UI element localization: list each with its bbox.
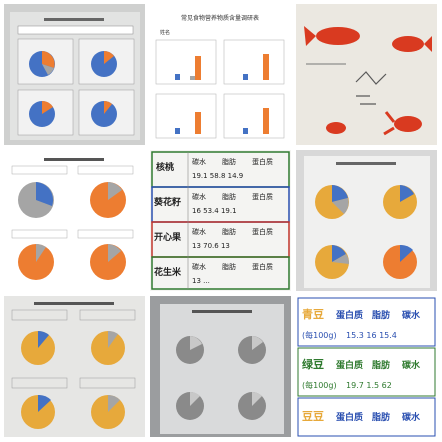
r2-unit: (每100g) bbox=[302, 380, 337, 390]
pie-4 bbox=[91, 101, 117, 127]
row4-vals: 13 ... bbox=[192, 277, 210, 285]
pie-mixed-4 bbox=[383, 244, 417, 279]
pie-orange-2 bbox=[18, 243, 54, 280]
photo-tile-9: 青豆 蛋白质 脂肪 碳水 (每100g) 15.3 16 15.4 绿豆 蛋白质… bbox=[296, 296, 437, 437]
sheet-header: 常见食物营养物质含量调研表 bbox=[181, 14, 259, 22]
pie-gold-2 bbox=[91, 330, 125, 365]
r3-c: 碳水 bbox=[402, 411, 421, 423]
pie-gold-4 bbox=[91, 395, 125, 429]
survey-sheet-pies-mixed bbox=[296, 150, 437, 291]
photo-tile-1 bbox=[4, 4, 145, 145]
r3-a: 蛋白质 bbox=[336, 411, 363, 423]
row4-name: 花生米 bbox=[154, 266, 182, 278]
pie-1 bbox=[29, 51, 55, 77]
row2-name: 葵花籽 bbox=[153, 196, 181, 208]
row3-name: 开心果 bbox=[154, 232, 182, 243]
drawing-red-fish bbox=[296, 4, 437, 145]
pie-mixed-1 bbox=[315, 185, 349, 219]
pie-gold-1 bbox=[21, 330, 55, 365]
row1-b: 脂肪 bbox=[222, 157, 236, 166]
row1-vals: 19.1 58.8 14.9 bbox=[192, 172, 243, 180]
pie-gray-2 bbox=[238, 336, 266, 364]
survey-sheet-pies-orange bbox=[4, 150, 145, 291]
handwritten-bean-notes: 青豆 蛋白质 脂肪 碳水 (每100g) 15.3 16 15.4 绿豆 蛋白质… bbox=[296, 296, 437, 437]
row2-b: 脂肪 bbox=[222, 192, 236, 201]
row3-c: 蛋白质 bbox=[252, 227, 273, 236]
r2-name: 绿豆 bbox=[302, 357, 324, 371]
r2-b: 脂肪 bbox=[371, 359, 390, 371]
row1-name: 核桃 bbox=[156, 161, 174, 173]
fish-2 bbox=[392, 36, 432, 52]
r1-vals: 15.3 16 15.4 bbox=[346, 331, 397, 340]
r1-b: 脂肪 bbox=[371, 309, 390, 321]
crayfish bbox=[383, 111, 422, 136]
pie-2 bbox=[91, 51, 117, 77]
row4-c: 蛋白质 bbox=[252, 262, 273, 271]
sheet-name-label: 姓名 bbox=[160, 29, 170, 36]
r1-name: 青豆 bbox=[302, 307, 324, 321]
row2-a: 碳水 bbox=[192, 192, 206, 201]
row4-b: 脂肪 bbox=[222, 262, 236, 271]
photo-tile-7 bbox=[4, 296, 145, 437]
photo-tile-2: 常见食物营养物质含量调研表 姓名 bbox=[150, 4, 291, 145]
r2-vals: 19.7 1.5 62 bbox=[346, 381, 392, 390]
bar-4 bbox=[263, 108, 269, 134]
r2-c: 碳水 bbox=[402, 359, 421, 371]
pie-gold-3 bbox=[21, 394, 55, 429]
survey-sheet-pies-gold bbox=[4, 296, 145, 437]
pie-gray-4 bbox=[238, 391, 266, 420]
photo-tile-4 bbox=[4, 150, 145, 291]
row2-vals: 16 53.4 19.1 bbox=[192, 207, 237, 215]
row3-a: 碳水 bbox=[192, 227, 206, 236]
row4-a: 碳水 bbox=[192, 262, 206, 271]
pie-mixed-2 bbox=[383, 185, 417, 219]
photo-tile-5: 核桃 碳水 脂肪 蛋白质 19.1 58.8 14.9 葵花籽 碳水 脂肪 蛋白… bbox=[150, 150, 291, 291]
pie-orange-3 bbox=[90, 244, 126, 280]
pie-mixed-3 bbox=[315, 245, 350, 279]
survey-sheet-pies-gray bbox=[150, 296, 291, 437]
pie-3 bbox=[29, 100, 55, 127]
photo-tile-8 bbox=[150, 296, 291, 437]
bar-1 bbox=[195, 56, 201, 80]
pie-gray-1 bbox=[176, 336, 204, 364]
row3-vals: 13 70.6 13 bbox=[192, 242, 230, 250]
photo-tile-6 bbox=[296, 150, 437, 291]
r2-a: 蛋白质 bbox=[336, 359, 363, 371]
photo-tile-3 bbox=[296, 4, 437, 145]
r1-unit: (每100g) bbox=[302, 330, 337, 340]
row2-c: 蛋白质 bbox=[252, 192, 273, 201]
r3-b: 脂肪 bbox=[371, 411, 390, 423]
bar-3 bbox=[195, 112, 201, 134]
pie-orange-1 bbox=[90, 182, 126, 218]
bar-2 bbox=[263, 54, 269, 80]
r3-name: 豆豆 bbox=[302, 410, 324, 423]
row1-a: 碳水 bbox=[192, 157, 206, 166]
r1-c: 碳水 bbox=[402, 309, 421, 321]
row1-c: 蛋白质 bbox=[252, 157, 273, 166]
pie-gray-3 bbox=[176, 391, 204, 420]
r1-a: 蛋白质 bbox=[336, 309, 363, 321]
pie-gray bbox=[18, 182, 54, 218]
row3-b: 脂肪 bbox=[222, 227, 236, 236]
survey-sheet-pies-blue bbox=[10, 12, 140, 140]
survey-sheet-bars: 常见食物营养物质含量调研表 姓名 bbox=[150, 4, 291, 145]
handwritten-nut-table: 核桃 碳水 脂肪 蛋白质 19.1 58.8 14.9 葵花籽 碳水 脂肪 蛋白… bbox=[150, 150, 291, 291]
fish-1 bbox=[304, 26, 360, 46]
